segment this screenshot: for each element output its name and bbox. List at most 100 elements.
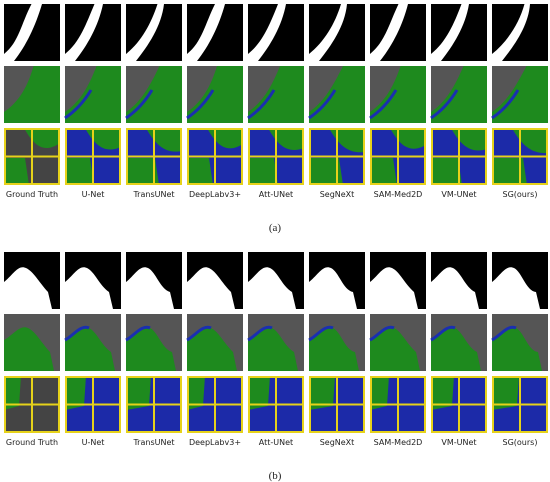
zoom-region bbox=[431, 376, 454, 410]
result-column bbox=[247, 252, 304, 433]
mask-region bbox=[492, 267, 540, 309]
overlay-error bbox=[369, 325, 395, 342]
mask-region bbox=[4, 267, 52, 309]
column-label: TransUNet bbox=[132, 438, 174, 447]
zoom-region bbox=[248, 128, 304, 185]
overlay-error bbox=[64, 325, 90, 342]
mask-region bbox=[187, 4, 225, 61]
result-column bbox=[308, 252, 365, 433]
overlay-error bbox=[308, 325, 334, 342]
column-label: Att-UNet bbox=[259, 438, 293, 447]
zoom-region bbox=[492, 128, 548, 185]
mask-region bbox=[187, 267, 235, 309]
overlay-region bbox=[126, 327, 176, 371]
overlay-region bbox=[65, 66, 121, 123]
column-label: SegNeXt bbox=[320, 190, 355, 199]
result-column bbox=[308, 4, 365, 185]
overlay-region bbox=[309, 66, 365, 123]
zoom-region bbox=[309, 128, 365, 185]
column-label: DeepLabv3+ bbox=[189, 438, 241, 447]
column-label: SAM-Med2D bbox=[374, 190, 423, 199]
zoom-region bbox=[65, 376, 86, 410]
result-column bbox=[430, 4, 487, 185]
overlay-error bbox=[491, 325, 517, 342]
mask-region bbox=[4, 4, 42, 61]
zoom-region bbox=[370, 128, 426, 185]
mask-region bbox=[309, 4, 347, 61]
overlay-region bbox=[431, 327, 481, 371]
column-label: Ground Truth bbox=[6, 190, 58, 199]
mask-region bbox=[431, 267, 479, 309]
overlay-region bbox=[187, 66, 243, 123]
mask-region bbox=[65, 4, 103, 61]
zoom-region bbox=[65, 128, 121, 185]
column-label: SG(ours) bbox=[503, 438, 538, 447]
column-label: Att-UNet bbox=[259, 190, 293, 199]
mask-region bbox=[248, 4, 286, 61]
overlay-error bbox=[125, 89, 154, 120]
result-column bbox=[430, 252, 487, 433]
overlay-error bbox=[186, 325, 212, 342]
result-column bbox=[64, 4, 121, 185]
result-column bbox=[369, 252, 426, 433]
column-label: Ground Truth bbox=[6, 438, 58, 447]
result-column bbox=[247, 4, 304, 185]
panel-caption: (b) bbox=[269, 470, 282, 482]
overlay-region bbox=[370, 327, 420, 371]
zoom-region bbox=[4, 376, 21, 410]
column-label: SegNeXt bbox=[320, 438, 355, 447]
result-column bbox=[186, 4, 243, 185]
result-column bbox=[369, 4, 426, 185]
column-label: TransUNet bbox=[132, 190, 174, 199]
result-column bbox=[491, 252, 548, 433]
mask-region bbox=[370, 267, 418, 309]
mask-region bbox=[431, 4, 469, 61]
zoom-region bbox=[431, 128, 487, 185]
mask-region bbox=[65, 267, 113, 309]
zoom-region bbox=[187, 376, 205, 410]
mask-region bbox=[126, 4, 164, 61]
overlay-error bbox=[369, 89, 398, 120]
overlay-error bbox=[247, 89, 276, 120]
zoom-region bbox=[309, 376, 335, 410]
column-label: U-Net bbox=[82, 190, 105, 199]
overlay-region bbox=[431, 66, 487, 123]
result-column bbox=[4, 4, 60, 185]
overlay-error bbox=[64, 89, 93, 120]
result-column bbox=[186, 252, 243, 433]
overlay-region bbox=[65, 327, 115, 371]
overlay-region bbox=[187, 327, 237, 371]
column-label: VM-UNet bbox=[441, 438, 476, 447]
overlay-error bbox=[186, 89, 215, 120]
zoom-region bbox=[370, 376, 389, 410]
zoom-region bbox=[4, 128, 60, 185]
overlay-region bbox=[4, 66, 60, 123]
result-column bbox=[125, 252, 182, 433]
result-column bbox=[125, 4, 182, 185]
mask-region bbox=[370, 4, 408, 61]
column-label: U-Net bbox=[82, 438, 105, 447]
overlay-region bbox=[309, 327, 359, 371]
zoom-region bbox=[492, 376, 519, 410]
overlay-error bbox=[430, 89, 459, 120]
overlay-region bbox=[492, 66, 548, 123]
panel-caption: (a) bbox=[269, 222, 282, 234]
overlay-error bbox=[430, 325, 456, 342]
overlay-region bbox=[4, 327, 54, 371]
mask-region bbox=[248, 267, 296, 309]
zoom-region bbox=[126, 376, 151, 410]
result-column bbox=[491, 4, 548, 185]
zoom-region bbox=[248, 376, 270, 410]
overlay-region bbox=[248, 327, 298, 371]
column-label: VM-UNet bbox=[441, 190, 476, 199]
zoom-region bbox=[126, 128, 182, 185]
column-label: SAM-Med2D bbox=[374, 438, 423, 447]
mask-region bbox=[309, 267, 357, 309]
overlay-error bbox=[308, 89, 337, 120]
overlay-region bbox=[248, 66, 304, 123]
overlay-error bbox=[125, 325, 151, 342]
overlay-error bbox=[247, 325, 273, 342]
mask-region bbox=[126, 267, 174, 309]
column-label: SG(ours) bbox=[503, 190, 538, 199]
